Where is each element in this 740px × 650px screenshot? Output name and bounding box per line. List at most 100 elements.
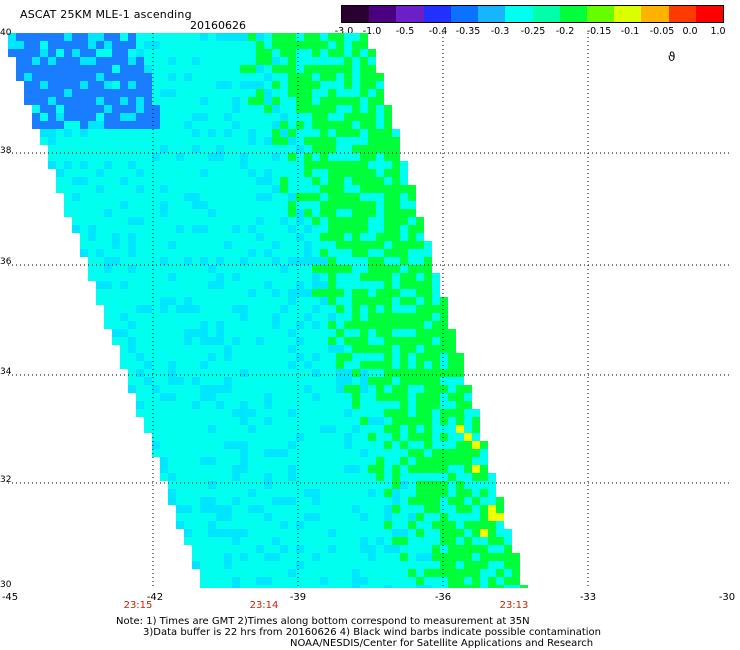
swath-cell <box>160 369 168 377</box>
swath-cell <box>368 577 376 585</box>
swath-cell <box>72 49 80 57</box>
swath-cell <box>272 377 280 385</box>
swath-cell <box>168 121 176 129</box>
swath-cell <box>272 153 280 161</box>
swath-cell <box>176 505 184 513</box>
swath-cell <box>312 345 320 353</box>
swath-cell <box>392 481 400 489</box>
swath-cell <box>128 185 136 193</box>
swath-cell <box>440 385 448 393</box>
swath-cell <box>104 89 112 97</box>
swath-cell <box>136 289 144 297</box>
swath-cell <box>152 57 160 65</box>
swath-cell <box>440 545 448 553</box>
swath-cell <box>304 289 312 297</box>
swath-cell <box>144 33 152 41</box>
swath-cell <box>240 121 248 129</box>
swath-cell <box>152 129 160 137</box>
swath-cell <box>120 361 128 369</box>
swath-cell <box>440 513 448 521</box>
swath-cell <box>200 329 208 337</box>
swath-cell <box>176 409 184 417</box>
swath-cell <box>152 329 160 337</box>
swath-cell <box>48 161 56 169</box>
swath-cell <box>248 345 256 353</box>
swath-cell <box>272 345 280 353</box>
swath-cell <box>200 249 208 257</box>
swath-cell <box>384 169 392 177</box>
swath-cell <box>368 561 376 569</box>
swath-cell <box>264 313 272 321</box>
swath-cell <box>128 385 136 393</box>
swath-cell <box>336 289 344 297</box>
swath-cell <box>400 553 408 561</box>
swath-cell <box>280 249 288 257</box>
swath-cell <box>480 505 488 513</box>
swath-cell <box>384 233 392 241</box>
swath-cell <box>336 281 344 289</box>
swath-cell <box>296 57 304 65</box>
swath-cell <box>360 81 368 89</box>
swath-cell <box>80 41 88 49</box>
swath-cell <box>120 257 128 265</box>
swath-cell <box>408 233 416 241</box>
swath-cell <box>320 393 328 401</box>
swath-cell <box>360 113 368 121</box>
swath-cell <box>304 81 312 89</box>
swath-cell <box>104 129 112 137</box>
swath-cell <box>280 441 288 449</box>
swath-cell <box>176 393 184 401</box>
swath-cell <box>168 65 176 73</box>
swath-cell <box>288 73 296 81</box>
swath-cell <box>440 441 448 449</box>
swath-cell <box>144 393 152 401</box>
swath-cell <box>144 361 152 369</box>
swath-cell <box>240 65 248 73</box>
swath-cell <box>264 65 272 73</box>
swath-cell <box>344 153 352 161</box>
swath-cell <box>264 585 272 588</box>
swath-cell <box>72 65 80 73</box>
swath-cell <box>216 369 224 377</box>
swath-cell <box>240 185 248 193</box>
swath-cell <box>312 457 320 465</box>
swath-cell <box>360 425 368 433</box>
swath-cell <box>88 265 96 273</box>
swath-cell <box>352 457 360 465</box>
swath-cell <box>264 233 272 241</box>
swath-cell <box>336 225 344 233</box>
swath-cell <box>328 433 336 441</box>
swath-cell <box>328 161 336 169</box>
swath-cell <box>224 449 232 457</box>
swath-cell <box>264 41 272 49</box>
swath-cell <box>112 305 120 313</box>
swath-cell <box>448 409 456 417</box>
swath-cell <box>392 353 400 361</box>
swath-cell <box>80 233 88 241</box>
time-label-2: 23:14 <box>249 600 279 611</box>
swath-cell <box>376 561 384 569</box>
swath-cell <box>376 545 384 553</box>
swath-cell <box>184 321 192 329</box>
swath-cell <box>240 449 248 457</box>
swath-cell <box>104 137 112 145</box>
swath-cell <box>168 217 176 225</box>
swath-cell <box>296 433 304 441</box>
swath-cell <box>104 265 112 273</box>
swath-cell <box>168 281 176 289</box>
swath-cell <box>112 41 120 49</box>
swath-cell <box>120 65 128 73</box>
swath-cell <box>224 153 232 161</box>
swath-cell <box>240 73 248 81</box>
swath-cell <box>304 545 312 553</box>
swath-cell <box>312 193 320 201</box>
swath-cell <box>424 377 432 385</box>
swath-cell <box>184 425 192 433</box>
swath-cell <box>272 137 280 145</box>
swath-cell <box>384 433 392 441</box>
swath-cell <box>328 369 336 377</box>
swath-cell <box>256 553 264 561</box>
swath-cell <box>264 465 272 473</box>
swath-cell <box>328 57 336 65</box>
swath-cell <box>400 521 408 529</box>
